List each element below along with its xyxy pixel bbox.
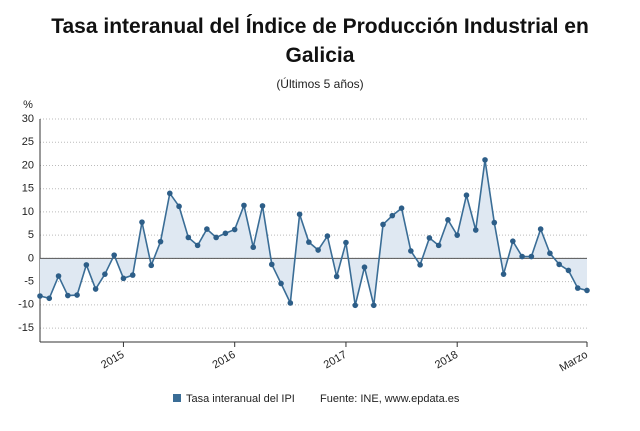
point bbox=[435, 242, 442, 249]
point bbox=[259, 203, 266, 209]
x-tick-label: 2016 bbox=[210, 349, 237, 372]
point bbox=[185, 234, 192, 241]
y-axis-label: % bbox=[23, 99, 33, 111]
point bbox=[482, 157, 488, 163]
chart-title: Tasa interanual del Índice de Producción… bbox=[51, 15, 589, 67]
point bbox=[37, 293, 43, 299]
point bbox=[306, 239, 312, 245]
point bbox=[139, 219, 145, 225]
point bbox=[92, 286, 99, 292]
x-tick-label: 2018 bbox=[433, 349, 460, 372]
y-tick-label: 5 bbox=[28, 229, 34, 241]
point bbox=[380, 221, 386, 228]
point bbox=[268, 261, 275, 268]
source: Fuente: INE, www.epdata.es bbox=[320, 393, 460, 405]
y-tick-label: 15 bbox=[22, 183, 34, 195]
legend-swatch bbox=[173, 394, 181, 402]
point bbox=[194, 242, 201, 249]
point bbox=[445, 217, 451, 223]
point bbox=[528, 253, 535, 260]
y-tick-label: 20 bbox=[22, 159, 34, 171]
line bbox=[39, 159, 588, 306]
point bbox=[426, 235, 433, 241]
y-tick-label: 0 bbox=[28, 252, 34, 264]
point bbox=[204, 226, 210, 232]
point bbox=[584, 287, 590, 294]
y-tick-label: 25 bbox=[22, 136, 34, 148]
point bbox=[166, 190, 173, 197]
point bbox=[157, 238, 164, 245]
point bbox=[565, 267, 572, 274]
point bbox=[491, 219, 498, 226]
point bbox=[519, 253, 525, 260]
point bbox=[250, 244, 257, 251]
point bbox=[454, 232, 461, 238]
area bbox=[40, 159, 587, 306]
point bbox=[111, 252, 117, 258]
point bbox=[120, 275, 127, 282]
point bbox=[510, 238, 516, 244]
point bbox=[296, 211, 303, 218]
point bbox=[333, 273, 340, 280]
point bbox=[463, 192, 470, 198]
point bbox=[547, 250, 553, 257]
point bbox=[148, 262, 155, 269]
point bbox=[83, 262, 90, 268]
point bbox=[361, 264, 368, 271]
legend-label: Tasa interanual del IPI bbox=[186, 393, 295, 405]
y-tick-label: 30 bbox=[22, 113, 34, 125]
point bbox=[129, 272, 136, 278]
x-tick-label: 2017 bbox=[322, 349, 349, 372]
y-tick-label: -10 bbox=[18, 299, 34, 311]
chart-subtitle: (Últimos 5 años) bbox=[276, 76, 363, 91]
point bbox=[55, 273, 62, 279]
point bbox=[213, 234, 219, 241]
point bbox=[574, 285, 581, 291]
point bbox=[343, 239, 349, 246]
point bbox=[278, 280, 284, 287]
point bbox=[222, 230, 229, 237]
point bbox=[472, 227, 479, 233]
x-tick-label: Marzo bbox=[557, 349, 589, 375]
point bbox=[102, 271, 108, 277]
point bbox=[74, 292, 80, 298]
point bbox=[352, 302, 359, 309]
point bbox=[408, 248, 414, 254]
point bbox=[556, 261, 562, 268]
point bbox=[537, 226, 544, 232]
point bbox=[241, 202, 247, 209]
point bbox=[398, 205, 405, 211]
y-tick-label: -15 bbox=[18, 322, 34, 334]
x-tick-label: 2015 bbox=[99, 349, 126, 372]
point bbox=[315, 247, 321, 253]
point bbox=[231, 226, 238, 233]
point bbox=[287, 300, 294, 306]
point bbox=[500, 271, 507, 277]
point bbox=[370, 302, 377, 309]
point bbox=[389, 212, 396, 219]
point bbox=[46, 295, 53, 302]
point bbox=[65, 292, 71, 299]
point bbox=[417, 262, 423, 268]
y-tick-label: 10 bbox=[22, 206, 34, 218]
point bbox=[176, 203, 182, 210]
point bbox=[324, 233, 331, 239]
y-tick-label: -5 bbox=[24, 276, 34, 288]
